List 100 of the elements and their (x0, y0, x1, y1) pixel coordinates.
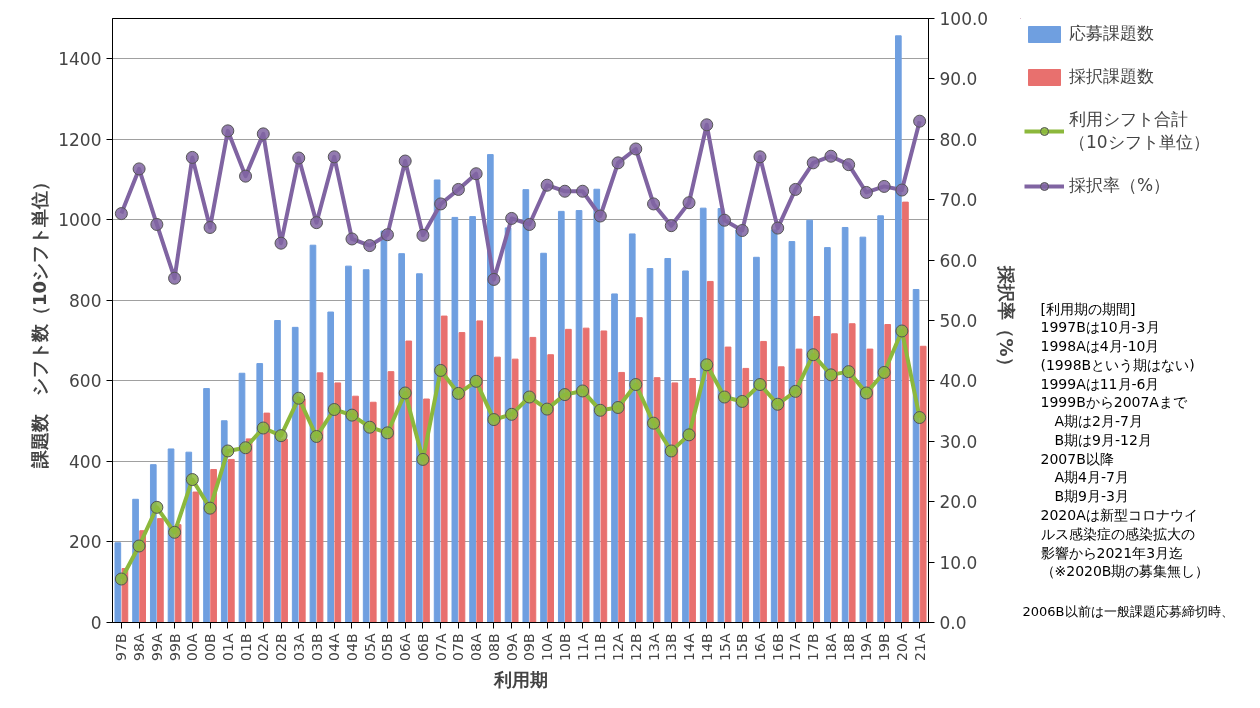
bar (753, 256, 760, 623)
bar (504, 227, 512, 623)
point (292, 391, 306, 405)
x-tick-label: 00B (202, 633, 219, 661)
text: 1997Bは10月-3月 (1040, 319, 1160, 336)
bar (345, 265, 352, 623)
point (416, 452, 430, 466)
bar (636, 317, 643, 623)
bar (895, 35, 902, 623)
bar (600, 330, 608, 623)
point (859, 185, 873, 199)
legend-label: 利用シフト合計（10シフト単位） (1069, 108, 1210, 154)
bar (451, 216, 459, 623)
bar (405, 340, 413, 623)
bar (877, 215, 884, 623)
point (700, 118, 714, 132)
x-tick-label: 10B (556, 633, 573, 661)
bar (724, 346, 732, 623)
y2-axis-title: 採択率（%） (996, 265, 1018, 375)
point (150, 217, 164, 231)
point (380, 228, 394, 242)
point (363, 420, 377, 434)
y2-tick-label: 90.0 (939, 69, 978, 90)
text: B期は9月-12月 (1040, 431, 1152, 448)
bar (813, 315, 821, 623)
point (327, 150, 341, 164)
point (256, 127, 270, 141)
point (664, 219, 678, 233)
point (239, 169, 253, 183)
y-tick-label: 1000 (58, 210, 102, 231)
point (806, 156, 820, 170)
point (132, 539, 146, 553)
bar (245, 438, 253, 623)
x-tick-label: 14B (698, 633, 715, 661)
bar (618, 371, 625, 623)
x-tick-label: 08A (468, 633, 485, 661)
point (221, 124, 235, 138)
x-tick-label: 18B (840, 633, 857, 661)
y2-tick-label: 10.0 (939, 552, 978, 573)
point (895, 324, 909, 338)
point (647, 197, 661, 211)
bar (717, 208, 725, 623)
bar (316, 372, 324, 623)
bar (919, 345, 927, 623)
point (842, 365, 856, 379)
point (114, 572, 128, 586)
y2-tick-label: 80.0 (939, 129, 978, 150)
point (398, 386, 412, 400)
point (540, 402, 554, 416)
point (842, 158, 856, 172)
point (327, 403, 341, 416)
bar (274, 320, 281, 623)
point (593, 209, 607, 223)
point (913, 114, 927, 128)
x-tick-label: 99A (148, 633, 165, 661)
point (806, 348, 820, 362)
x-tick-label: 13B (663, 633, 680, 661)
x-tick-label: 04A (326, 633, 343, 661)
point (824, 149, 838, 163)
point (576, 184, 590, 198)
point (363, 239, 377, 253)
bar (664, 257, 672, 623)
x-tick-label: 03B (308, 633, 325, 661)
point (469, 374, 483, 388)
text: 1999Bから2007Aまで (1040, 394, 1188, 411)
point (753, 378, 767, 392)
text: B期9月-3月 (1040, 488, 1129, 505)
point (735, 224, 749, 237)
y-tick-label: 1200 (58, 129, 102, 150)
x-tick-label: 01B (237, 633, 254, 661)
point (185, 150, 199, 164)
point (256, 421, 270, 435)
x-tick-label: 09A (503, 633, 520, 661)
point (345, 408, 359, 422)
bar (494, 356, 501, 623)
x-tick-label: 09B (521, 633, 538, 661)
legend-label: 採択率（%） (1069, 174, 1171, 197)
text: ルス感染症の感染拡大の (1040, 525, 1195, 542)
bar (511, 358, 519, 623)
point (487, 272, 501, 286)
y2-tick-label: 0.0 (939, 613, 967, 633)
point (629, 378, 643, 392)
point (239, 441, 253, 455)
y2-tick-label: 40.0 (939, 371, 978, 392)
x-tick-label: 12B (627, 633, 644, 661)
point (576, 384, 590, 398)
point (859, 386, 873, 400)
bar (859, 236, 867, 623)
y2-tick-label: 20.0 (939, 492, 978, 513)
x-tick-label: 08B (485, 633, 502, 661)
point (185, 473, 199, 487)
point (310, 216, 323, 230)
point (150, 500, 164, 514)
bar (203, 388, 210, 623)
point (221, 444, 235, 458)
point (522, 217, 536, 231)
x-tick-label: 02A (255, 633, 272, 661)
point (416, 228, 430, 242)
point (274, 429, 288, 443)
y-tick-label: 600 (69, 371, 102, 392)
